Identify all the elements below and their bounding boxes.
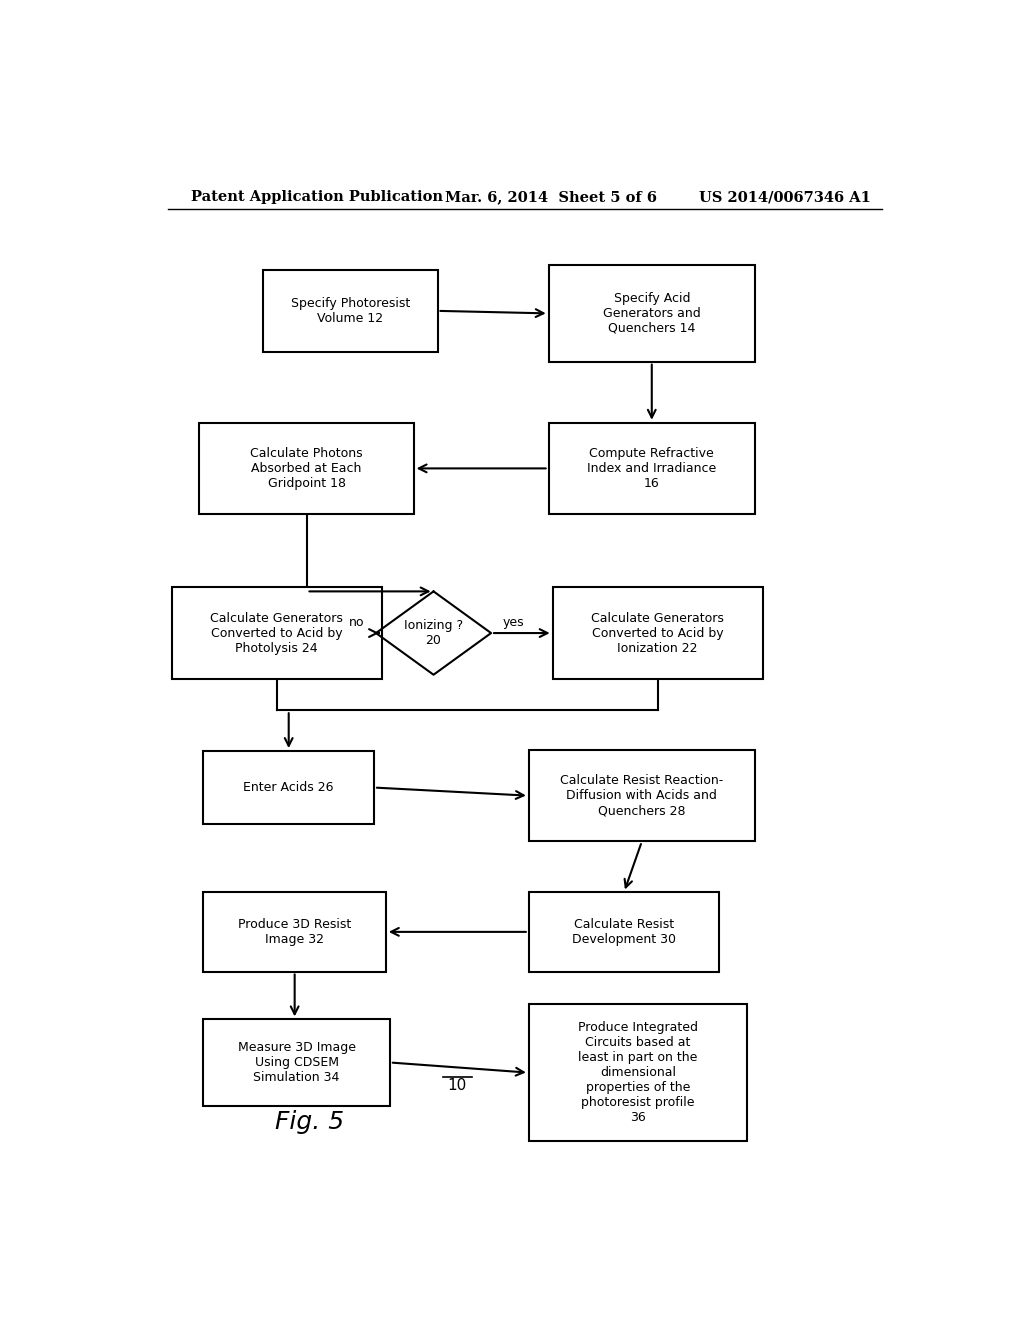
FancyBboxPatch shape bbox=[204, 751, 374, 824]
FancyBboxPatch shape bbox=[528, 750, 755, 841]
Text: Calculate Photons
Absorbed at Each
Gridpoint 18: Calculate Photons Absorbed at Each Gridp… bbox=[250, 447, 362, 490]
Text: Measure 3D Image
Using CDSEM
Simulation 34: Measure 3D Image Using CDSEM Simulation … bbox=[238, 1041, 355, 1084]
Text: Specify Acid
Generators and
Quenchers 14: Specify Acid Generators and Quenchers 14 bbox=[603, 292, 700, 335]
FancyBboxPatch shape bbox=[200, 422, 414, 515]
Text: Mar. 6, 2014  Sheet 5 of 6: Mar. 6, 2014 Sheet 5 of 6 bbox=[445, 190, 657, 205]
Text: Fig. 5: Fig. 5 bbox=[274, 1110, 344, 1134]
Text: Compute Refractive
Index and Irradiance
16: Compute Refractive Index and Irradiance … bbox=[587, 447, 717, 490]
FancyBboxPatch shape bbox=[263, 271, 437, 351]
Text: Calculate Resist
Development 30: Calculate Resist Development 30 bbox=[572, 917, 676, 946]
FancyBboxPatch shape bbox=[172, 587, 382, 678]
Text: Ionizing ?
20: Ionizing ? 20 bbox=[404, 619, 463, 647]
Text: Calculate Generators
Converted to Acid by
Photolysis 24: Calculate Generators Converted to Acid b… bbox=[210, 611, 343, 655]
FancyBboxPatch shape bbox=[528, 1005, 748, 1142]
FancyBboxPatch shape bbox=[549, 422, 755, 515]
Text: 10: 10 bbox=[447, 1078, 467, 1093]
Text: Produce Integrated
Circuits based at
least in part on the
dimensional
properties: Produce Integrated Circuits based at lea… bbox=[578, 1022, 698, 1125]
Text: Patent Application Publication: Patent Application Publication bbox=[191, 190, 443, 205]
Text: no: no bbox=[348, 616, 364, 630]
FancyBboxPatch shape bbox=[553, 587, 763, 678]
FancyBboxPatch shape bbox=[528, 892, 719, 972]
Text: US 2014/0067346 A1: US 2014/0067346 A1 bbox=[699, 190, 871, 205]
Text: Enter Acids 26: Enter Acids 26 bbox=[244, 781, 334, 795]
Text: Calculate Resist Reaction-
Diffusion with Acids and
Quenchers 28: Calculate Resist Reaction- Diffusion wit… bbox=[560, 775, 724, 817]
FancyBboxPatch shape bbox=[204, 892, 386, 972]
Text: Calculate Generators
Converted to Acid by
Ionization 22: Calculate Generators Converted to Acid b… bbox=[591, 611, 724, 655]
Text: Produce 3D Resist
Image 32: Produce 3D Resist Image 32 bbox=[238, 917, 351, 946]
FancyBboxPatch shape bbox=[204, 1019, 390, 1106]
FancyBboxPatch shape bbox=[549, 265, 755, 362]
Text: yes: yes bbox=[503, 616, 524, 630]
Text: Specify Photoresist
Volume 12: Specify Photoresist Volume 12 bbox=[291, 297, 410, 325]
